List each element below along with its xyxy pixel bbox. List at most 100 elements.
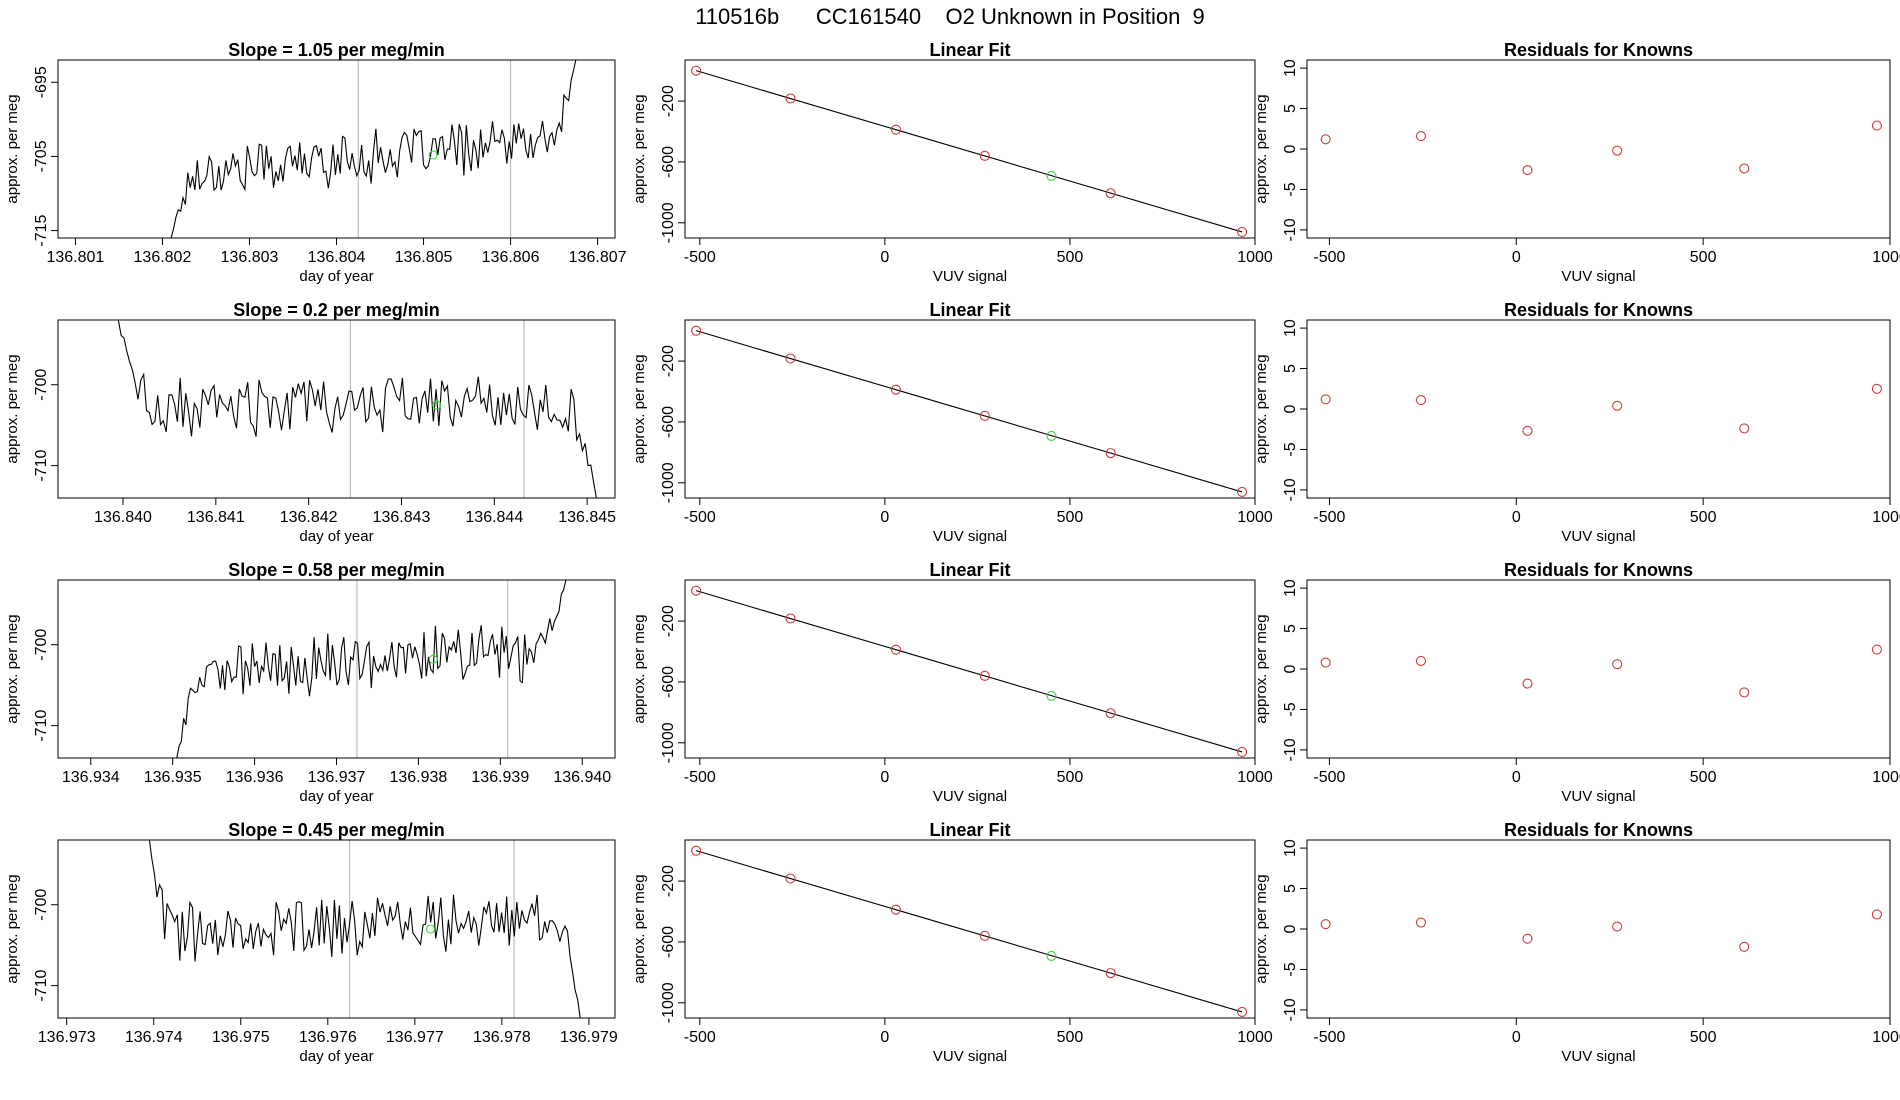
x-tick-label: 1000 — [1237, 1029, 1273, 1046]
y-tick-label: -695 — [33, 66, 50, 98]
y-tick-label: -5 — [1282, 962, 1299, 976]
y-axis-label: approx. per meg — [1253, 354, 1270, 463]
x-axis-label: VUV signal — [1561, 528, 1635, 545]
y-tick-label: -10 — [1282, 738, 1299, 761]
panel-title: Residuals for Knowns — [1504, 820, 1693, 840]
signal-trace — [176, 580, 567, 758]
known-point — [1415, 131, 1427, 142]
y-tick-label: -10 — [1282, 218, 1299, 241]
plot-frame — [684, 579, 1256, 759]
x-tick-label: 136.843 — [373, 509, 431, 526]
y-tick-label: 5 — [1282, 624, 1299, 633]
x-tick-label: 136.975 — [212, 1029, 270, 1046]
plot-area — [170, 60, 577, 238]
y-tick-label: -600 — [660, 926, 677, 958]
y-tick-label: -200 — [660, 605, 677, 637]
known-point — [785, 93, 796, 104]
known-point — [1522, 164, 1533, 176]
x-tick-label: -500 — [684, 769, 716, 786]
signal-trace — [148, 840, 581, 1018]
x-tick-label: 136.841 — [187, 509, 245, 526]
plot-area — [1320, 909, 1882, 952]
y-tick-label: -710 — [33, 970, 50, 1002]
plot-frame — [57, 59, 616, 239]
y-tick-label: -200 — [660, 345, 677, 377]
x-tick-label: 500 — [1057, 249, 1084, 266]
x-tick-label: 136.937 — [308, 769, 366, 786]
x-tick-label: 0 — [1512, 249, 1521, 266]
known-point — [1320, 919, 1331, 930]
x-tick-label: 1000 — [1237, 249, 1273, 266]
fit-line — [695, 70, 1243, 233]
known-point — [890, 124, 902, 135]
figure-title: 110516b CC161540 O2 Unknown in Position … — [695, 4, 1205, 29]
known-point — [1236, 1006, 1248, 1017]
x-axis-label: VUV signal — [1561, 1048, 1635, 1065]
known-point — [1612, 145, 1623, 156]
known-point — [691, 585, 702, 596]
panel-r2-c2: Residuals for Knowns -500 0 500 1000 -10 -5 0 5 1… — [1253, 560, 1900, 805]
known-point — [1871, 909, 1882, 920]
plot-area — [1320, 644, 1882, 698]
known-point — [785, 353, 796, 364]
panel-r1-c0: Slope = 0.2 per meg/min 136.840 136.841 136… — [4, 300, 616, 545]
plot-area — [691, 325, 1248, 497]
x-tick-label: 0 — [1512, 769, 1521, 786]
y-tick-label: -600 — [660, 406, 677, 438]
x-tick-label: -500 — [1313, 249, 1345, 266]
x-tick-label: 500 — [1057, 769, 1084, 786]
unknown-sample-marker — [425, 924, 436, 934]
x-axis-label: VUV signal — [933, 1048, 1007, 1065]
panel-r0-c2: Residuals for Knowns -500 0 500 1000 -10 -5 0 5 1… — [1253, 40, 1900, 285]
panel-title: Residuals for Knowns — [1504, 40, 1693, 60]
plot-frame — [1306, 579, 1891, 759]
known-point — [979, 150, 990, 161]
panel-r1-c2: Residuals for Knowns -500 0 500 1000 -10 -5 0 5 1… — [1253, 300, 1900, 545]
y-tick-label: -710 — [33, 450, 50, 482]
x-tick-label: 136.801 — [46, 249, 104, 266]
plot-frame — [684, 59, 1256, 239]
known-point — [1871, 120, 1882, 131]
x-tick-label: 0 — [880, 1029, 889, 1046]
x-axis-label: day of year — [299, 788, 373, 805]
x-tick-label: 500 — [1057, 1029, 1084, 1046]
x-tick-label: 0 — [880, 249, 889, 266]
x-tick-label: 136.940 — [553, 769, 611, 786]
y-tick-label: -700 — [33, 369, 50, 401]
y-tick-label: 10 — [1282, 579, 1299, 597]
known-point — [1612, 400, 1623, 411]
x-axis-label: VUV signal — [933, 528, 1007, 545]
x-tick-label: 136.935 — [144, 769, 202, 786]
x-tick-label: 136.934 — [62, 769, 120, 786]
y-axis-label: approx. per meg — [4, 874, 21, 983]
x-tick-label: 500 — [1690, 509, 1717, 526]
x-tick-label: 500 — [1690, 249, 1717, 266]
x-axis-label: VUV signal — [933, 788, 1007, 805]
y-tick-label: -1000 — [660, 462, 677, 503]
x-tick-label: 136.842 — [280, 509, 338, 526]
panel-r0-c1: Linear Fit -500 0 500 1000 -1000 -600 -200 VUV s… — [631, 40, 1273, 285]
y-axis-label: approx. per meg — [4, 94, 21, 203]
y-tick-label: -700 — [33, 889, 50, 921]
y-tick-label: -600 — [660, 666, 677, 698]
unknown-sample-marker — [428, 150, 438, 160]
y-tick-label: -10 — [1282, 478, 1299, 501]
known-point — [1320, 394, 1331, 405]
known-point — [1522, 425, 1533, 436]
panel-title: Linear Fit — [929, 560, 1010, 580]
signal-trace — [117, 320, 597, 498]
x-tick-label: 136.803 — [221, 249, 279, 266]
x-tick-label: -500 — [684, 1029, 716, 1046]
plot-area — [1320, 120, 1882, 176]
panel-title: Slope = 0.58 per meg/min — [228, 560, 445, 580]
y-tick-label: -1000 — [660, 982, 677, 1023]
known-point — [691, 325, 702, 336]
plot-frame — [684, 319, 1256, 499]
x-axis-label: day of year — [299, 1048, 373, 1065]
plot-area — [691, 845, 1248, 1017]
fit-line — [695, 590, 1243, 753]
x-tick-label: 500 — [1690, 769, 1717, 786]
x-tick-label: 136.806 — [482, 249, 540, 266]
plot-frame — [57, 839, 616, 1019]
plot-frame — [57, 319, 616, 499]
